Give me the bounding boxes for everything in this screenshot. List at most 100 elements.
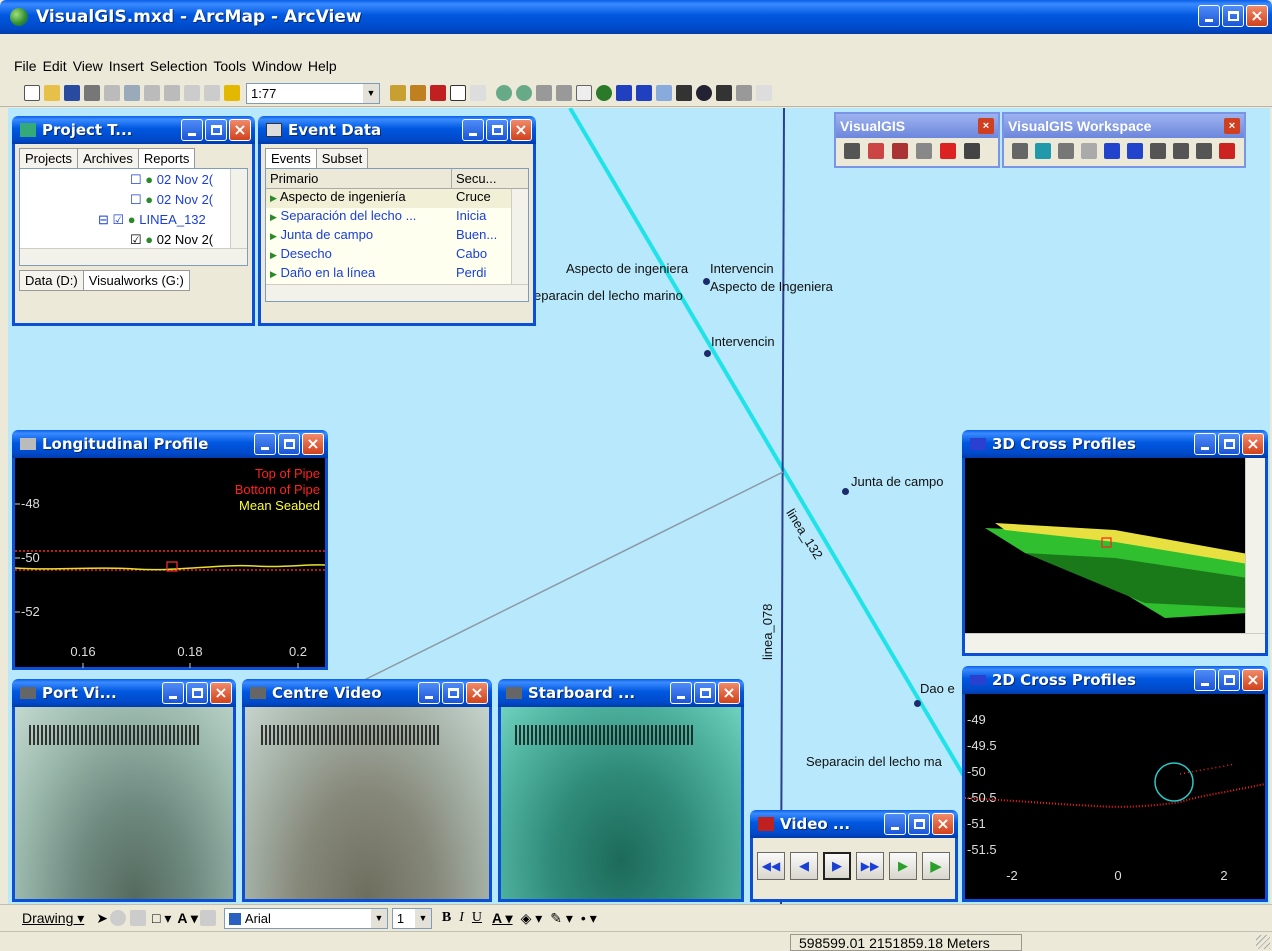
tab-events[interactable]: Events — [265, 148, 317, 168]
minimize-button[interactable] — [1194, 433, 1216, 455]
minimize-button[interactable] — [1198, 5, 1220, 27]
hyperlink-icon[interactable] — [756, 85, 772, 101]
window-icon[interactable] — [450, 85, 466, 101]
column-primary[interactable]: Primario — [266, 169, 452, 188]
minimize-button[interactable] — [884, 813, 906, 835]
skip-back-button[interactable]: ◀◀ — [757, 852, 785, 880]
main-title-bar[interactable]: VisualGIS.mxd - ArcMap - ArcView × — [0, 0, 1272, 34]
play-button[interactable]: ▶ — [823, 852, 851, 880]
copy-icon[interactable] — [124, 85, 140, 101]
starboard-video-title-bar[interactable]: Starboard ... × — [498, 679, 744, 707]
fast-play-button[interactable]: ▶ — [922, 852, 950, 880]
3d-cross-title-bar[interactable]: 3D Cross Profiles × — [962, 430, 1268, 458]
zoom-out-icon[interactable] — [516, 85, 532, 101]
longitudinal-plot[interactable]: Top of Pipe Bottom of Pipe Mean Seabed -… — [14, 458, 326, 668]
3d-cross-plot[interactable] — [965, 458, 1248, 628]
print-icon[interactable] — [84, 85, 100, 101]
project-tree-title-bar[interactable]: Project T... × — [12, 116, 255, 144]
redo-icon[interactable] — [204, 85, 220, 101]
delete-icon[interactable] — [164, 85, 180, 101]
close-button[interactable]: × — [1242, 669, 1264, 691]
maximize-button[interactable] — [908, 813, 930, 835]
horizontal-scrollbar[interactable] — [965, 633, 1265, 653]
horizontal-scrollbar[interactable] — [266, 284, 528, 301]
close-button[interactable]: × — [210, 682, 232, 704]
chevron-down-icon[interactable]: ▼ — [414, 908, 431, 928]
vg-tool-icon[interactable] — [916, 143, 932, 159]
vg-tool-icon[interactable] — [892, 143, 908, 159]
event-point[interactable] — [914, 700, 921, 707]
ws-tool-icon[interactable] — [1035, 143, 1051, 159]
event-point[interactable] — [842, 488, 849, 495]
starboard-video-frame[interactable] — [501, 707, 741, 899]
minimize-button[interactable] — [162, 682, 184, 704]
identify-icon[interactable] — [696, 85, 712, 101]
pan-icon[interactable] — [576, 85, 592, 101]
cut-icon[interactable] — [104, 85, 120, 101]
vg-tool-icon[interactable] — [868, 143, 884, 159]
tree-item[interactable]: ☐ ● 02 Nov 2( — [130, 192, 214, 207]
ws-tool-icon[interactable] — [1058, 143, 1074, 159]
menu-file[interactable]: File — [14, 58, 37, 74]
event-point[interactable] — [704, 350, 711, 357]
event-point[interactable] — [703, 278, 710, 285]
horizontal-scrollbar[interactable] — [20, 248, 247, 265]
tree-item[interactable]: ☐ ● 02 Nov 2( — [130, 172, 214, 187]
maximize-button[interactable] — [1218, 433, 1240, 455]
table-row[interactable]: ▶ Daño en la línea Perdi — [266, 265, 528, 284]
maximize-button[interactable] — [1218, 669, 1240, 691]
table-row[interactable]: ▶ Desecho Cabo — [266, 246, 528, 265]
save-icon[interactable] — [64, 85, 80, 101]
table-row[interactable]: ▶ Separación del lecho ... Inicia — [266, 208, 528, 227]
font-color-icon[interactable]: A ▾ — [492, 909, 513, 926]
menu-window[interactable]: Window — [252, 58, 302, 74]
close-button[interactable]: × — [1242, 433, 1264, 455]
ws-tool-icon[interactable] — [1150, 143, 1166, 159]
ws-tool-icon[interactable] — [1104, 143, 1120, 159]
chevron-down-icon[interactable]: ▼ — [370, 908, 387, 928]
edit-vertices-icon[interactable] — [199, 910, 216, 926]
vg-tool-icon[interactable] — [844, 143, 860, 159]
fixed-zoom-out-icon[interactable] — [556, 85, 572, 101]
menu-view[interactable]: View — [72, 58, 103, 74]
chevron-down-icon[interactable]: ▼ — [363, 83, 379, 103]
video-control-title-bar[interactable]: Video ... × — [750, 810, 958, 838]
workspace-toolbar-title[interactable]: VisualGIS Workspace × — [1004, 114, 1244, 138]
ws-tool-icon[interactable] — [1127, 143, 1143, 159]
select-elements-icon[interactable]: ➤ — [96, 909, 109, 926]
zoom-in-icon[interactable] — [496, 85, 512, 101]
menu-edit[interactable]: Edit — [42, 58, 67, 74]
vertical-scrollbar[interactable] — [230, 169, 247, 251]
menu-insert[interactable]: Insert — [108, 58, 144, 74]
2d-cross-title-bar[interactable]: 2D Cross Profiles × — [962, 666, 1268, 694]
minimize-button[interactable] — [1194, 669, 1216, 691]
bold-icon[interactable]: B — [441, 910, 452, 925]
close-icon[interactable]: × — [978, 118, 994, 134]
table-row[interactable]: ▶ Aspecto de ingeniería Cruce — [266, 189, 528, 208]
2d-cross-plot[interactable]: -49 -49.5 -50 -50.5 -51 -51.5 -2 0 2 — [964, 694, 1266, 899]
tab-data-drive[interactable]: Data (D:) — [19, 270, 84, 291]
ws-tool-icon[interactable] — [1012, 143, 1028, 159]
port-video-title-bar[interactable]: Port Vi... × — [12, 679, 236, 707]
zoom-whole-page-icon[interactable] — [130, 910, 147, 926]
maximize-button[interactable] — [186, 682, 208, 704]
font-name-select[interactable]: Arial ▼ — [223, 907, 388, 929]
undo-icon[interactable] — [184, 85, 200, 101]
minimize-button[interactable] — [418, 682, 440, 704]
ws-tool-icon[interactable] — [1196, 143, 1212, 159]
back-arrow-icon[interactable] — [616, 85, 632, 101]
close-button[interactable]: × — [932, 813, 954, 835]
font-size-select[interactable]: 1 ▼ — [391, 907, 432, 929]
event-data-title-bar[interactable]: Event Data × — [258, 116, 536, 144]
visualgis-toolbar-title[interactable]: VisualGIS × — [836, 114, 998, 138]
fill-color-icon[interactable]: ◈ ▾ — [520, 909, 543, 926]
centre-video-frame[interactable] — [245, 707, 489, 899]
close-button[interactable]: × — [1246, 5, 1268, 27]
close-button[interactable]: × — [302, 433, 324, 455]
arc-catalog-icon[interactable] — [410, 85, 426, 101]
tab-archives[interactable]: Archives — [76, 148, 139, 168]
editor-icon[interactable] — [390, 85, 406, 101]
minimize-button[interactable] — [254, 433, 276, 455]
table-row[interactable]: ▶ Junta de campo Buen... — [266, 227, 528, 246]
resize-grip[interactable] — [1256, 935, 1270, 949]
